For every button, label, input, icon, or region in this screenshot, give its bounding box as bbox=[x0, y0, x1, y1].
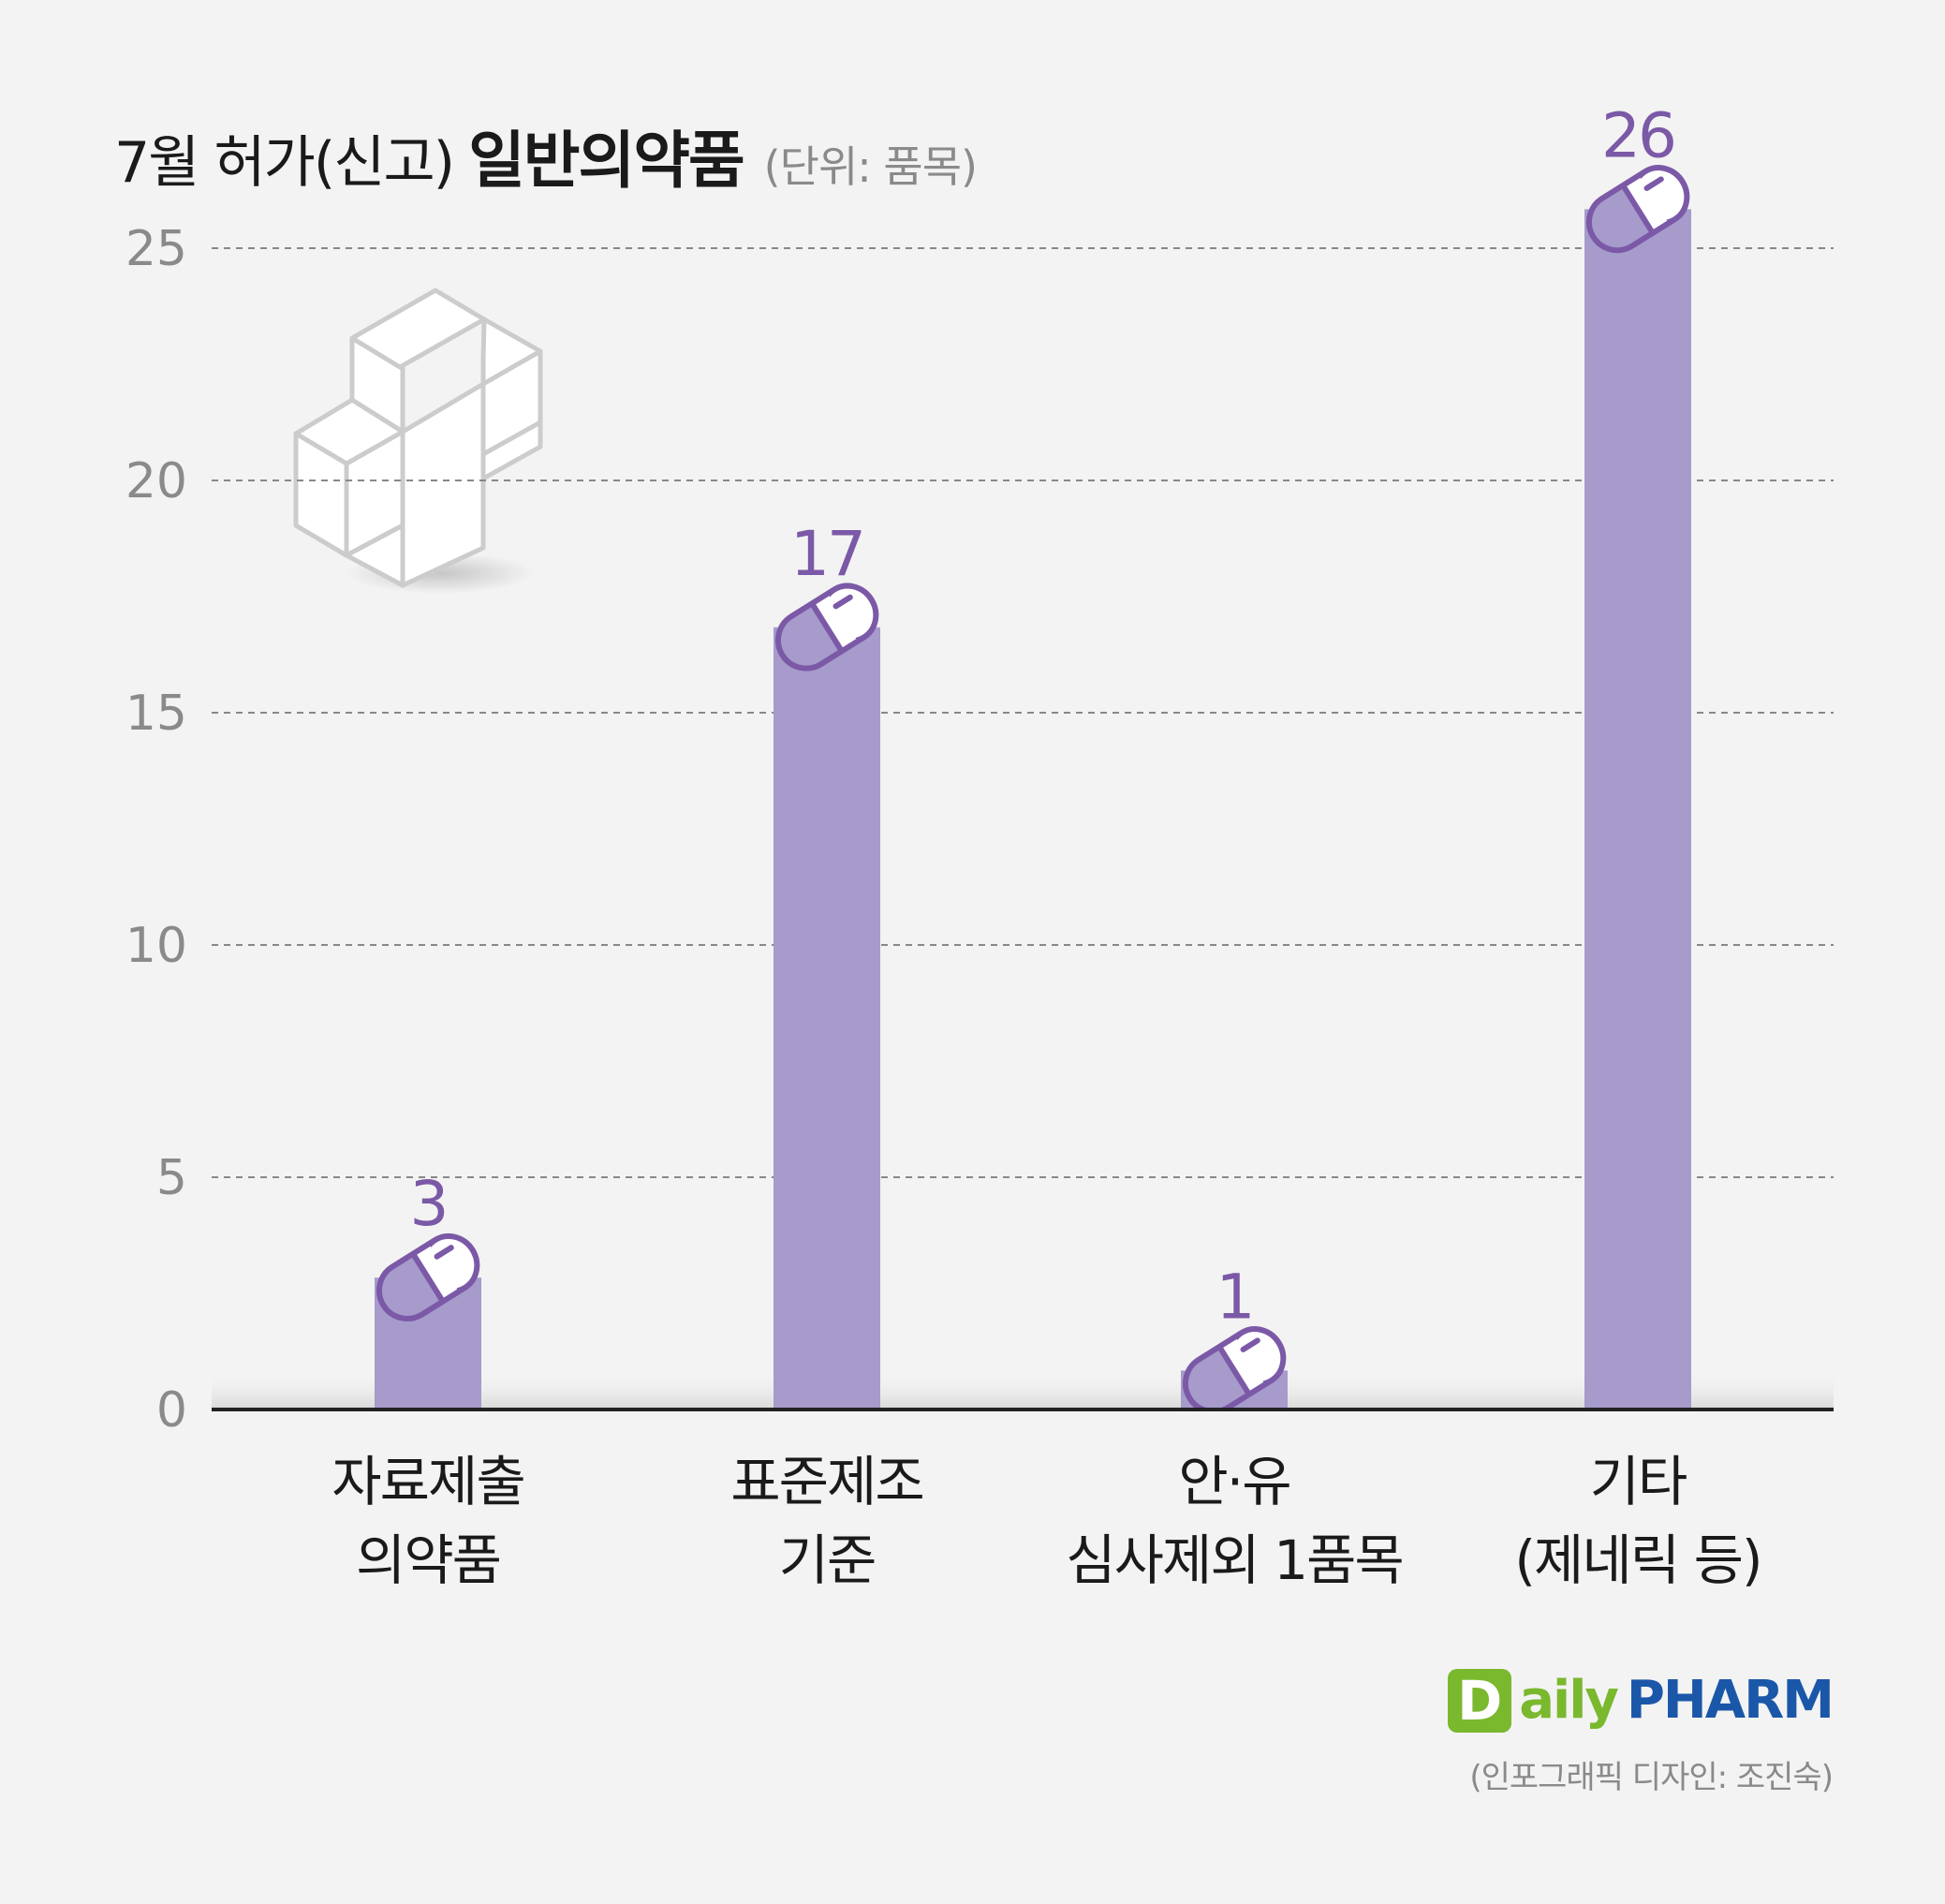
x-category-label: 기준 bbox=[779, 1528, 876, 1592]
chart-title: 7월 허가(신고) 일반의약품 (단위: 품목) bbox=[114, 111, 978, 200]
pill-capsule-icon bbox=[1585, 165, 1690, 254]
data-label: 26 bbox=[1601, 99, 1674, 171]
title-unit: (단위: 품목) bbox=[763, 141, 978, 192]
logo-word-2: PHARM bbox=[1626, 1670, 1834, 1731]
pill-capsule-icon bbox=[376, 1232, 480, 1321]
medical-cross-icon bbox=[293, 288, 543, 594]
pill-capsule-icon bbox=[774, 583, 879, 672]
bar bbox=[774, 627, 880, 1410]
logo-wordmark: aily PHARM bbox=[1519, 1669, 1834, 1733]
x-category-label: 기타 bbox=[1590, 1450, 1687, 1513]
baseline-shade bbox=[212, 1372, 1834, 1410]
y-tick-label: 15 bbox=[125, 686, 187, 742]
x-category-label: 표준제조 bbox=[730, 1450, 922, 1513]
data-label: 1 bbox=[1216, 1261, 1253, 1333]
x-category-label: 안·유 bbox=[1178, 1450, 1289, 1513]
y-tick-label: 20 bbox=[125, 453, 187, 509]
x-category-label: 자료제출 bbox=[332, 1450, 523, 1513]
bar bbox=[1584, 209, 1691, 1410]
x-category-label: 의약품 bbox=[356, 1528, 500, 1592]
logo-word-1: aily bbox=[1519, 1670, 1619, 1731]
data-label: 3 bbox=[410, 1168, 447, 1240]
y-tick-label: 10 bbox=[125, 918, 187, 974]
title-strong: 일반의약품 bbox=[468, 125, 745, 197]
x-category-label: (제네릭 등) bbox=[1514, 1528, 1761, 1592]
logo-letter: D bbox=[1448, 1669, 1512, 1733]
design-credit: (인포그래픽 디자인: 조진숙) bbox=[1469, 1759, 1834, 1796]
y-tick-label: 25 bbox=[125, 221, 187, 277]
x-category-label: 심사제외 1품목 bbox=[1066, 1528, 1403, 1592]
axis-mask bbox=[212, 1411, 1834, 1439]
data-label: 17 bbox=[790, 518, 863, 590]
title-prefix: 7월 허가(신고) bbox=[114, 130, 455, 196]
y-tick-label: 5 bbox=[156, 1150, 187, 1206]
y-tick-label: 0 bbox=[156, 1382, 187, 1439]
pill-capsule-icon bbox=[1182, 1326, 1287, 1415]
daily-pharm-logo: D aily PHARM bbox=[1448, 1669, 1834, 1733]
